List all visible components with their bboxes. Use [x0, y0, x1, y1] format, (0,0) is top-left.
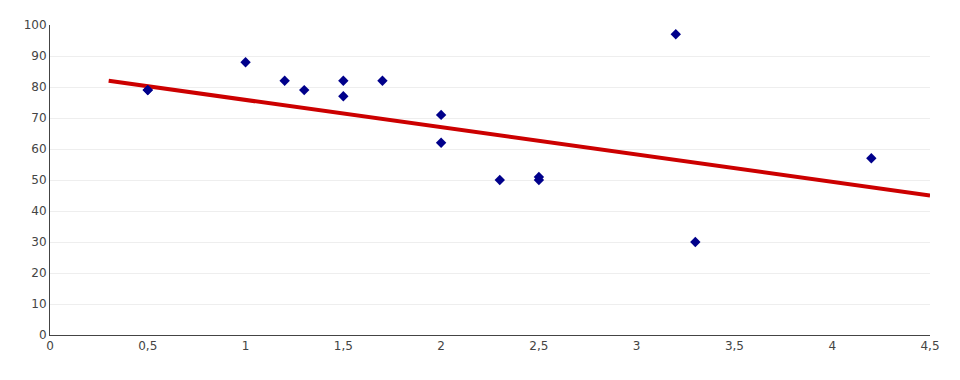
svg-text:100: 100 — [24, 18, 47, 32]
svg-text:0: 0 — [39, 328, 47, 342]
svg-text:0,5: 0,5 — [138, 339, 157, 353]
svg-text:90: 90 — [31, 49, 46, 63]
svg-text:40: 40 — [31, 204, 46, 218]
svg-text:20: 20 — [31, 266, 46, 280]
svg-text:70: 70 — [31, 111, 46, 125]
svg-text:10: 10 — [31, 297, 46, 311]
svg-text:30: 30 — [31, 235, 46, 249]
svg-text:4: 4 — [828, 339, 836, 353]
svg-text:1: 1 — [242, 339, 250, 353]
svg-text:1,5: 1,5 — [334, 339, 353, 353]
svg-text:3,5: 3,5 — [725, 339, 744, 353]
svg-text:2: 2 — [437, 339, 445, 353]
svg-text:3: 3 — [633, 339, 641, 353]
svg-text:0: 0 — [46, 339, 54, 353]
svg-text:50: 50 — [31, 173, 46, 187]
svg-text:60: 60 — [31, 142, 46, 156]
svg-text:4,5: 4,5 — [920, 339, 939, 353]
svg-text:80: 80 — [31, 80, 46, 94]
svg-text:2,5: 2,5 — [529, 339, 548, 353]
